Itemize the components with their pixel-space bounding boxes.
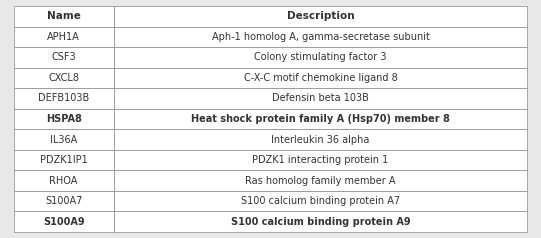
Bar [114, 191, 527, 212]
Bar [14, 47, 114, 68]
Bar [114, 129, 527, 150]
Bar [14, 6, 114, 26]
Bar [114, 47, 527, 68]
Bar [114, 6, 527, 26]
Text: PDZK1 interacting protein 1: PDZK1 interacting protein 1 [253, 155, 389, 165]
Text: Interleukin 36 alpha: Interleukin 36 alpha [272, 134, 370, 144]
Text: Colony stimulating factor 3: Colony stimulating factor 3 [254, 52, 387, 62]
Bar [14, 191, 114, 212]
Bar [14, 88, 114, 109]
Text: Description: Description [287, 11, 354, 21]
Bar [114, 212, 527, 232]
Text: HSPA8: HSPA8 [45, 114, 82, 124]
Bar [14, 170, 114, 191]
Bar [14, 26, 114, 47]
Text: APH1A: APH1A [47, 32, 80, 42]
Bar [14, 212, 114, 232]
Bar [14, 68, 114, 88]
Text: Defensin beta 103B: Defensin beta 103B [272, 94, 369, 104]
Bar [114, 26, 527, 47]
Text: DEFB103B: DEFB103B [38, 94, 89, 104]
Text: S100A9: S100A9 [43, 217, 84, 227]
Bar [114, 68, 527, 88]
Bar [14, 109, 114, 129]
Text: S100 calcium binding protein A7: S100 calcium binding protein A7 [241, 196, 400, 206]
Text: PDZK1IP1: PDZK1IP1 [39, 155, 88, 165]
Bar [114, 170, 527, 191]
Text: CXCL8: CXCL8 [48, 73, 79, 83]
Bar [14, 129, 114, 150]
Text: S100A7: S100A7 [45, 196, 82, 206]
Text: CSF3: CSF3 [51, 52, 76, 62]
Bar [114, 88, 527, 109]
Text: Name: Name [47, 11, 81, 21]
Text: IL36A: IL36A [50, 134, 77, 144]
Bar [114, 109, 527, 129]
Text: Ras homolog family member A: Ras homolog family member A [246, 176, 396, 186]
Text: Aph-1 homolog A, gamma-secretase subunit: Aph-1 homolog A, gamma-secretase subunit [212, 32, 430, 42]
Bar [14, 150, 114, 170]
Text: RHOA: RHOA [49, 176, 78, 186]
Text: Heat shock protein family A (Hsp70) member 8: Heat shock protein family A (Hsp70) memb… [191, 114, 450, 124]
Bar [114, 150, 527, 170]
Text: S100 calcium binding protein A9: S100 calcium binding protein A9 [231, 217, 411, 227]
Text: C-X-C motif chemokine ligand 8: C-X-C motif chemokine ligand 8 [244, 73, 398, 83]
